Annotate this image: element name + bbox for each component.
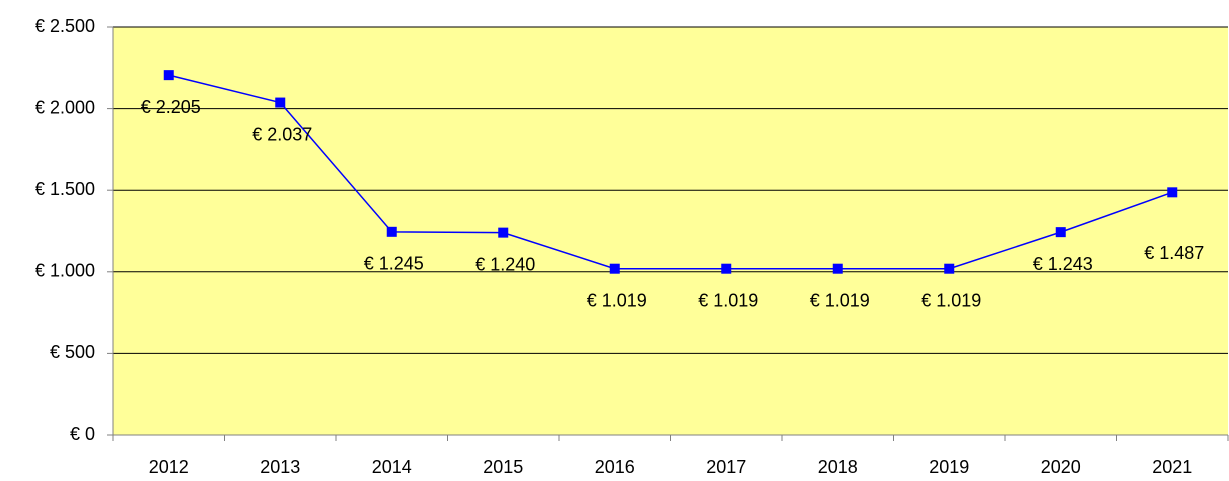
x-tick-label: 2013 [260,457,300,477]
marker [1055,227,1066,238]
marker [275,97,286,108]
marker [1167,187,1178,198]
data-label: € 1.019 [921,290,981,310]
data-label: € 1.240 [475,254,535,274]
x-tick-label: 2014 [372,457,412,477]
x-tick-label: 2018 [818,457,858,477]
marker [163,70,174,81]
marker [386,226,397,237]
x-tick-label: 2016 [595,457,635,477]
x-tick-label: 2019 [929,457,969,477]
x-tick-label: 2021 [1152,457,1192,477]
data-label: € 1.019 [587,290,647,310]
plot-area [113,27,1228,435]
data-label: € 1.243 [1033,254,1093,274]
marker [944,263,955,274]
y-tick-label: € 0 [70,424,95,444]
data-label: € 1.245 [364,254,424,274]
y-tick-label: € 1.000 [35,261,95,281]
line [168,74,1173,270]
y-tick-label: € 2.500 [35,16,95,36]
data-label: € 2.205 [141,97,201,117]
marker [832,263,843,274]
marker [609,263,620,274]
y-tick-label: € 2.000 [35,97,95,117]
y-tick-label: € 500 [50,342,95,362]
x-tick-label: 2017 [706,457,746,477]
y-tick-label: € 1.500 [35,179,95,199]
x-tick-label: 2012 [149,457,189,477]
x-tick-label: 2015 [483,457,523,477]
marker [721,263,732,274]
marker [498,227,509,238]
data-label: € 2.037 [252,124,312,144]
x-tick-label: 2020 [1041,457,1081,477]
data-label: € 1.019 [698,290,758,310]
data-label: € 1.487 [1144,243,1204,263]
data-label: € 1.019 [810,290,870,310]
